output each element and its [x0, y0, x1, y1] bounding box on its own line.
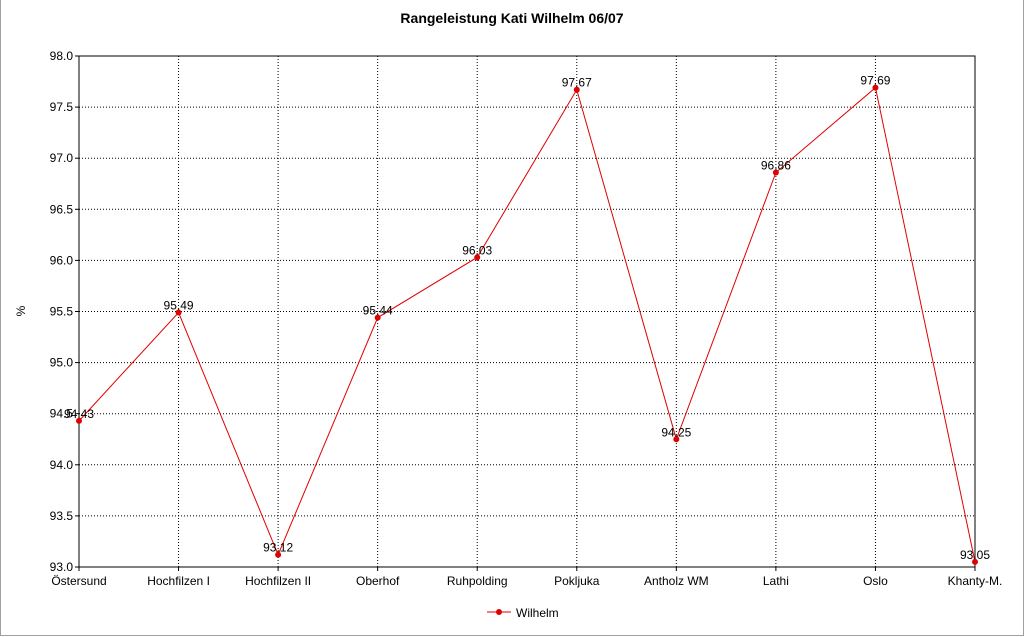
x-tick-label: Oberhof — [356, 574, 400, 588]
data-point — [972, 558, 978, 565]
y-tick-label: 93.5 — [50, 509, 74, 523]
x-tick-label: Khanty-M. — [948, 574, 1003, 588]
y-tick-label: 96.5 — [50, 202, 74, 216]
axes: 93.0 93.5 94.0 94.5 95.0 95.5 96.0 96.5 97.0 97.5… — [50, 49, 1003, 588]
y-axis-label: % — [14, 305, 28, 316]
x-tick-label: Antholz WM — [644, 574, 709, 588]
x-tick-label: Oslo — [863, 574, 888, 588]
series-line — [78, 86, 976, 562]
data-label: 97.67 — [562, 76, 592, 90]
data-point — [474, 254, 481, 261]
grid — [79, 56, 975, 567]
data-point — [76, 417, 82, 424]
y-tick-label: 95.5 — [50, 305, 74, 319]
y-tick-label: 93.0 — [50, 560, 74, 574]
x-tick-label: Pokljuka — [554, 574, 600, 588]
data-point — [275, 551, 282, 558]
x-tick-label: Östersund — [51, 574, 106, 588]
data-point — [872, 84, 879, 91]
legend: Wilhelm — [487, 606, 559, 620]
data-label: 96.86 — [761, 159, 791, 173]
data-label: 95.49 — [164, 299, 194, 313]
data-point — [772, 169, 779, 176]
legend-label: Wilhelm — [516, 606, 559, 620]
x-tick-label: Ruhpolding — [447, 574, 508, 588]
data-label: 94.25 — [661, 425, 691, 439]
x-tick-label: Lathi — [763, 574, 789, 588]
chart-title: Rangeleistung Kati Wilhelm 06/07 — [400, 10, 624, 26]
data-label: 97.69 — [860, 74, 890, 88]
data-label: 94.43 — [64, 407, 94, 421]
data-label: 95.44 — [363, 304, 393, 318]
x-tick-label: Hochfilzen I — [147, 574, 210, 588]
y-tick-label: 95.0 — [50, 356, 74, 370]
y-tick-label: 97.5 — [50, 100, 74, 114]
data-label: 93.12 — [263, 541, 293, 555]
y-tick-label: 96.0 — [50, 253, 74, 267]
x-tick-label: Hochfilzen II — [245, 574, 311, 588]
data-point — [573, 86, 580, 93]
y-tick-label: 94.5 — [50, 407, 74, 421]
data-label: 93.05 — [960, 548, 990, 562]
data-point — [175, 309, 182, 316]
y-tick-label: 98.0 — [50, 49, 74, 63]
legend-swatch-marker — [496, 609, 502, 615]
data-label: 96.03 — [462, 243, 492, 257]
y-tick-label: 94.0 — [50, 458, 74, 472]
data-point — [673, 436, 680, 443]
y-tick-label: 97.0 — [50, 151, 74, 165]
data-point — [374, 314, 381, 321]
series-layer: 94.43 95.49 93.12 95.44 96.03 97.67 94.25 96.86… — [64, 74, 990, 565]
